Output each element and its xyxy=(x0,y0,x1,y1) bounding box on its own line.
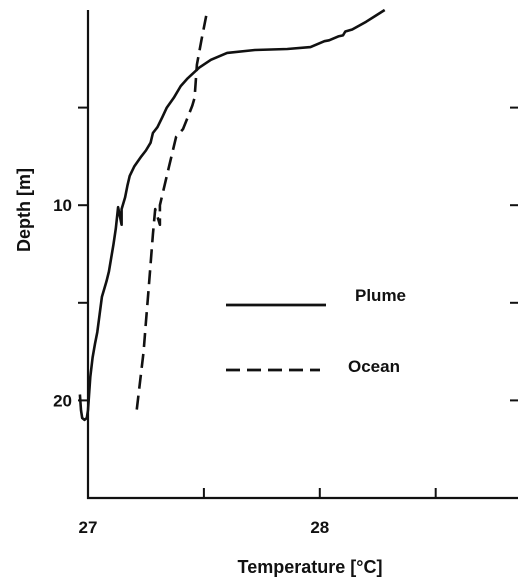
y-tick-label: 10 xyxy=(53,196,72,215)
legend-plume-label: Plume xyxy=(355,286,406,305)
series-layer xyxy=(78,8,386,422)
series-plume-line xyxy=(78,8,386,422)
y-tick-label: 20 xyxy=(53,391,72,410)
x-axis-title: Temperature [°C] xyxy=(238,557,383,577)
legend-ocean-label: Ocean xyxy=(348,357,400,376)
y-axis-title: Depth [m] xyxy=(14,168,34,252)
series-ocean-line xyxy=(135,15,208,411)
x-axis-ticks: 27 28 xyxy=(79,488,437,537)
y-axis-ticks: 10 20 xyxy=(53,106,518,410)
legend: Plume Ocean xyxy=(226,286,406,376)
x-tick-label: 27 xyxy=(79,518,98,537)
x-tick-label: 28 xyxy=(310,518,329,537)
